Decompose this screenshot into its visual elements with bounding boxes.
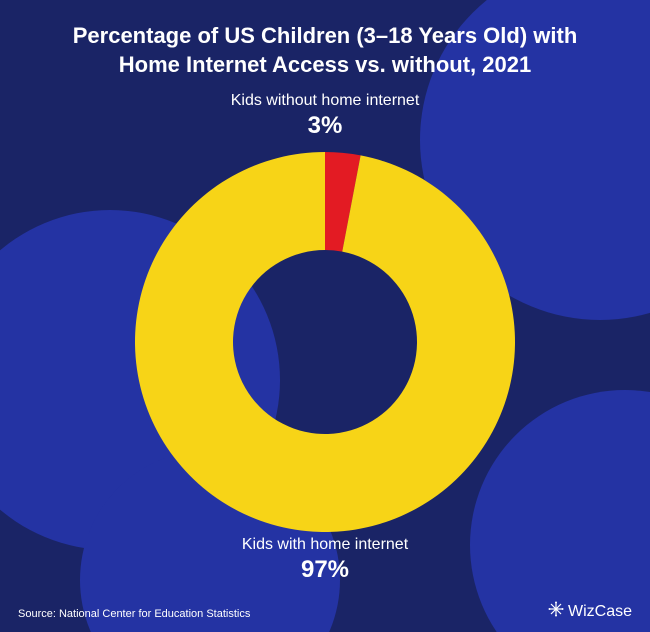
chart-container: Percentage of US Children (3–18 Years Ol… xyxy=(0,0,650,632)
brand-text: WizCase xyxy=(568,603,632,621)
donut-chart xyxy=(135,152,515,532)
slice-label-bottom-value: 97% xyxy=(0,556,650,584)
slice-label-top-text: Kids without home internet xyxy=(0,92,650,110)
slice-label-top: Kids without home internet 3% xyxy=(0,92,650,140)
donut-slice xyxy=(135,152,515,532)
slice-label-bottom-text: Kids with home internet xyxy=(0,536,650,554)
donut-svg xyxy=(135,152,515,532)
brand: WizCase xyxy=(548,601,632,622)
slice-label-bottom: Kids with home internet 97% xyxy=(0,536,650,584)
source-text: Source: National Center for Education St… xyxy=(18,608,250,620)
brand-icon xyxy=(548,601,564,622)
slice-label-top-value: 3% xyxy=(0,112,650,140)
chart-title: Percentage of US Children (3–18 Years Ol… xyxy=(0,22,650,79)
